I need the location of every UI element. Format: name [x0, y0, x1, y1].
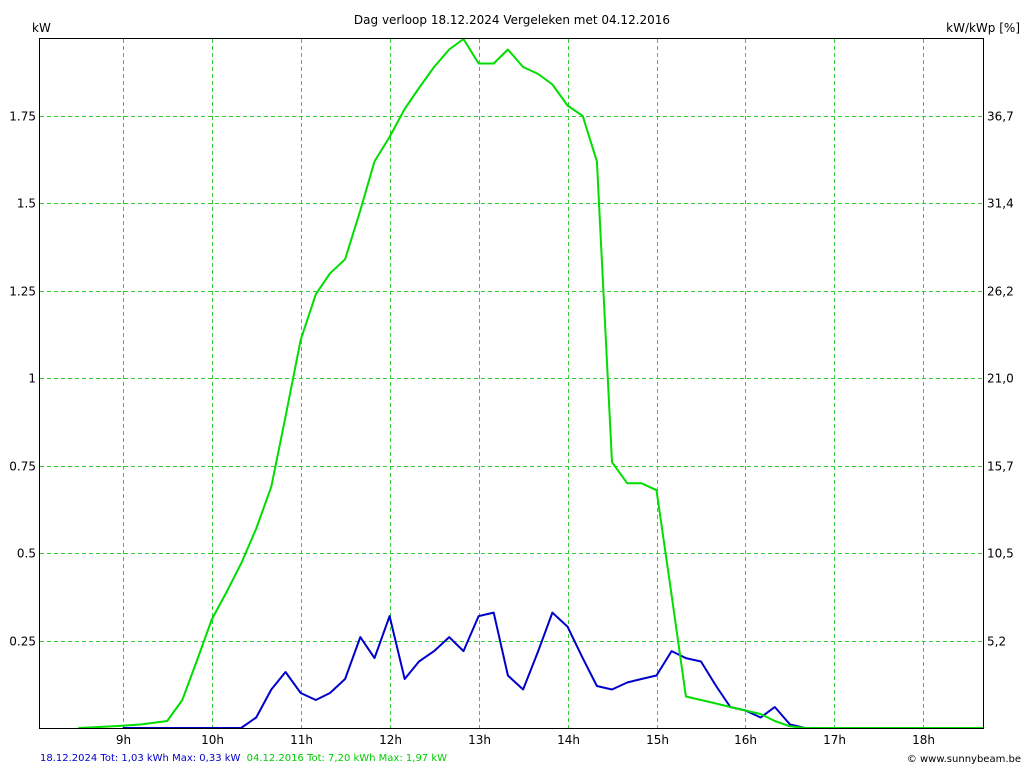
axis-tick-labels: 9h 10h 11h 12h 13h 14h 15h 16h 17h 18h 0.25 5,2 0.5 1… — [9, 110, 1013, 748]
footer-stats-today: 18.12.2024 Tot: 1,03 kWh Max: 0,33 kW — [40, 753, 241, 764]
series-lines — [78, 38, 983, 729]
chart-title: Dag verloop 18.12.2024 Vergeleken met 04… — [354, 13, 670, 27]
y-tick-label-right: 31,4 — [987, 197, 1014, 211]
y-tick-label-right: 10,5 — [987, 547, 1014, 561]
y-tick-label-right: 15,7 — [987, 460, 1014, 474]
x-tick-label: 12h — [379, 733, 402, 747]
y-axis-label-left: kW — [32, 21, 51, 35]
series-line-04-12-2016 — [78, 38, 983, 729]
y-tick-label-right: 5,2 — [987, 635, 1006, 649]
y-tick-label-left: 0.25 — [9, 635, 36, 649]
plot-border — [39, 38, 984, 729]
y-tick-label-left: 1.5 — [17, 197, 36, 211]
x-tick-label: 17h — [823, 733, 846, 747]
grid-lines — [40, 39, 983, 728]
series-line-18-12-2024 — [122, 611, 806, 729]
y-tick-label-right: 21,0 — [987, 372, 1014, 386]
y-tick-label-right: 36,7 — [987, 110, 1014, 124]
x-tick-label: 10h — [201, 733, 224, 747]
x-tick-label: 11h — [290, 733, 313, 747]
footer-stats: 18.12.2024 Tot: 1,03 kWh Max: 0,33 kW 04… — [40, 753, 447, 764]
footer-stats-reference: 04.12.2016 Tot: 7,20 kWh Max: 1,97 kW — [247, 753, 448, 764]
y-tick-label-left: 1 — [28, 372, 36, 386]
x-tick-label: 13h — [468, 733, 491, 747]
x-tick-label: 9h — [116, 733, 131, 747]
footer-copyright: © www.sunnybeam.be — [907, 754, 1021, 765]
x-tick-label: 16h — [734, 733, 757, 747]
x-tick-label: 15h — [646, 733, 669, 747]
x-tick-label: 14h — [557, 733, 580, 747]
y-tick-label-left: 0.5 — [17, 547, 36, 561]
y-tick-label-right: 26,2 — [987, 285, 1014, 299]
y-axis-label-right: kW/kWp [%] — [946, 21, 1020, 35]
y-tick-label-left: 0.75 — [9, 460, 36, 474]
y-tick-label-left: 1.75 — [9, 110, 36, 124]
y-tick-label-left: 1.25 — [9, 285, 36, 299]
x-tick-label: 18h — [912, 733, 935, 747]
